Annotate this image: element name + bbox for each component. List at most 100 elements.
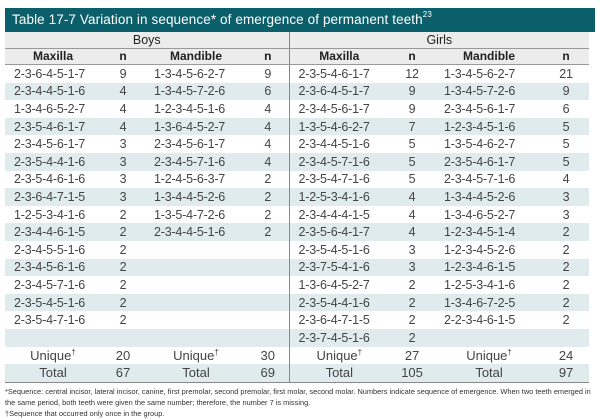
sequence-cell — [435, 328, 544, 347]
sequence-cell: 1-2-5-3-4-1-6 — [288, 188, 390, 206]
sequence-cell — [145, 311, 247, 329]
count-cell: 9 — [264, 66, 272, 81]
unique-value: 20 — [115, 347, 131, 363]
total-value: 105 — [389, 364, 436, 383]
count-cell — [101, 328, 145, 347]
sequence-cell: 1-2-5-3-4-1-6 — [14, 207, 86, 222]
count-cell: 3 — [101, 188, 145, 206]
count-cell: 4 — [101, 82, 145, 101]
count-cell: 6 — [247, 82, 290, 101]
sequence-cell: 2-3-5-4-5-1-6 — [5, 293, 101, 312]
count-cell: 2 — [562, 277, 570, 292]
count-cell: 4 — [119, 101, 127, 116]
count-cell: 2 — [101, 223, 145, 241]
sequence-cell: 1-3-4-6-5-2-7 — [14, 101, 86, 116]
sequence-cell — [145, 293, 247, 312]
table-container: Table 17-7 Variation in sequence* of eme… — [5, 8, 595, 419]
sequence-cell: 1-3-4-4-5-2-6 — [145, 188, 247, 206]
total-label: Total — [435, 364, 544, 383]
sequence-cell: 1-3-4-5-6-2-7 — [154, 66, 226, 81]
table-row: 2-3-5-4-6-1-6 3 1-2-4-5-6-3-7 2 2-3-5-4-7-1-… — [5, 170, 589, 189]
count-cell — [247, 276, 289, 294]
sequence-cell — [145, 276, 247, 294]
count-cell: 2 — [119, 313, 127, 328]
sequence-cell: 1-2-5-3-4-1-6 — [444, 277, 516, 292]
count-cell: 9 — [119, 66, 127, 81]
count-cell: 3 — [543, 188, 590, 206]
sequence-cell: 2-3-7-5-4-1-6 — [288, 258, 390, 277]
sequence-cell: 1-2-3-4-5-1-6 — [435, 117, 544, 136]
sequence-cell: 2-3-4-5-5-1-6 — [14, 242, 86, 257]
column-header-maxilla: Maxilla — [288, 48, 390, 65]
sequence-cell: 1-3-6-4-5-2-7 — [288, 276, 390, 294]
sequence-cell — [145, 241, 247, 259]
sequence-cell: 2-3-4-5-6-1-6 — [5, 258, 101, 277]
count-cell: 3 — [101, 152, 145, 171]
sequence-cell: 2-3-4-4-6-1-5 — [5, 223, 101, 241]
total-value: 97 — [543, 364, 590, 383]
sequence-cell: 1-3-4-5-7-2-6 — [145, 82, 247, 101]
unique-label-text: Unique — [173, 347, 215, 363]
count-cell: 4 — [408, 207, 416, 222]
count-cell: 5 — [408, 137, 416, 152]
unique-value: 27 — [404, 347, 420, 363]
sequence-cell: 1-3-5-4-6-2-7 — [444, 137, 516, 152]
unique-value: 30 — [260, 347, 275, 363]
group-header-boys: Boys — [5, 32, 290, 49]
total-label: Total — [5, 364, 101, 383]
count-cell — [543, 328, 590, 347]
sequence-cell: 2-3-4-4-5-1-6 — [5, 82, 101, 101]
sequence-cell: 2-3-4-5-7-1-6 — [145, 152, 247, 171]
count-cell: 2 — [119, 277, 127, 292]
column-header-mandible: Mandible — [145, 48, 247, 65]
count-cell: 4 — [562, 172, 570, 187]
table-row: 2-3-4-5-5-1-6 2 2-3-5-4-5-1-6 3 1-2-3-4-5-2-… — [5, 240, 589, 259]
count-cell: 5 — [389, 152, 436, 171]
count-cell: 2 — [543, 293, 590, 312]
sequence-cell: 2-3-4-4-5-1-6 — [288, 135, 390, 153]
sequence-cell: 2-3-4-4-5-1-6 — [145, 223, 247, 241]
count-cell: 5 — [543, 152, 590, 171]
count-cell — [247, 241, 289, 259]
count-cell: 2 — [247, 188, 290, 206]
count-cell — [247, 258, 290, 277]
count-cell: 2 — [101, 258, 145, 277]
count-cell: 4 — [264, 101, 272, 116]
sequence-cell: 2-3-5-4-6-1-7 — [435, 152, 544, 171]
count-cell: 5 — [543, 117, 590, 136]
table-row: 2-3-5-4-7-1-6 2 2-3-6-4-7-1-5 2 2-2-3-4-6-1-… — [5, 311, 589, 329]
table-row: 1-3-4-6-5-2-7 4 1-2-3-4-5-1-6 4 2-3-4-5-6-1-… — [5, 100, 589, 118]
sequence-cell: 2-3-5-4-7-1-6 — [288, 170, 390, 189]
sequence-cell: 2-3-4-5-7-1-6 — [288, 152, 390, 171]
count-cell: 6 — [562, 101, 570, 116]
sequence-cell: 2-2-3-4-6-1-5 — [444, 313, 516, 328]
footnotes: *Sequence: central incisor, lateral inci… — [5, 386, 595, 419]
count-cell: 7 — [389, 117, 436, 136]
unique-label: Unique† — [288, 346, 390, 365]
table-row: 2-3-4-5-6-1-7 3 2-3-4-5-6-1-7 4 2-3-4-4-5-1-… — [5, 135, 589, 153]
count-cell: 21 — [559, 66, 573, 81]
sequence-cell: 2-3-7-4-5-1-6 — [288, 328, 390, 347]
footnote-unique: †Sequence that occurred only once in the… — [5, 408, 165, 418]
count-cell: 4 — [247, 117, 290, 136]
unique-value: 24 — [558, 347, 574, 363]
count-cell: 3 — [408, 242, 416, 257]
dagger-marker: † — [507, 347, 512, 357]
sequence-cell: 1-3-6-4-5-2-7 — [145, 117, 247, 136]
sequence-cell — [5, 328, 101, 347]
count-cell: 2 — [543, 258, 590, 277]
count-cell: 5 — [408, 172, 416, 187]
count-cell: 2 — [408, 277, 416, 292]
table-title-bar: Table 17-7 Variation in sequence* of eme… — [5, 8, 595, 32]
count-cell: 2 — [543, 223, 590, 241]
count-cell: 3 — [389, 258, 436, 277]
sequence-cell: 1-3-4-6-5-2-7 — [444, 207, 516, 222]
column-header-mandible: Mandible — [435, 48, 544, 65]
count-cell: 2 — [119, 242, 127, 257]
count-cell: 2 — [101, 293, 145, 312]
dagger-marker: † — [357, 347, 363, 357]
sequence-cell: 2-3-5-6-4-1-7 — [288, 223, 390, 241]
sequence-cell: 2-3-4-4-4-1-5 — [288, 205, 390, 224]
sequence-cell: 1-2-3-4-5-1-4 — [435, 223, 544, 241]
count-cell — [247, 293, 290, 312]
